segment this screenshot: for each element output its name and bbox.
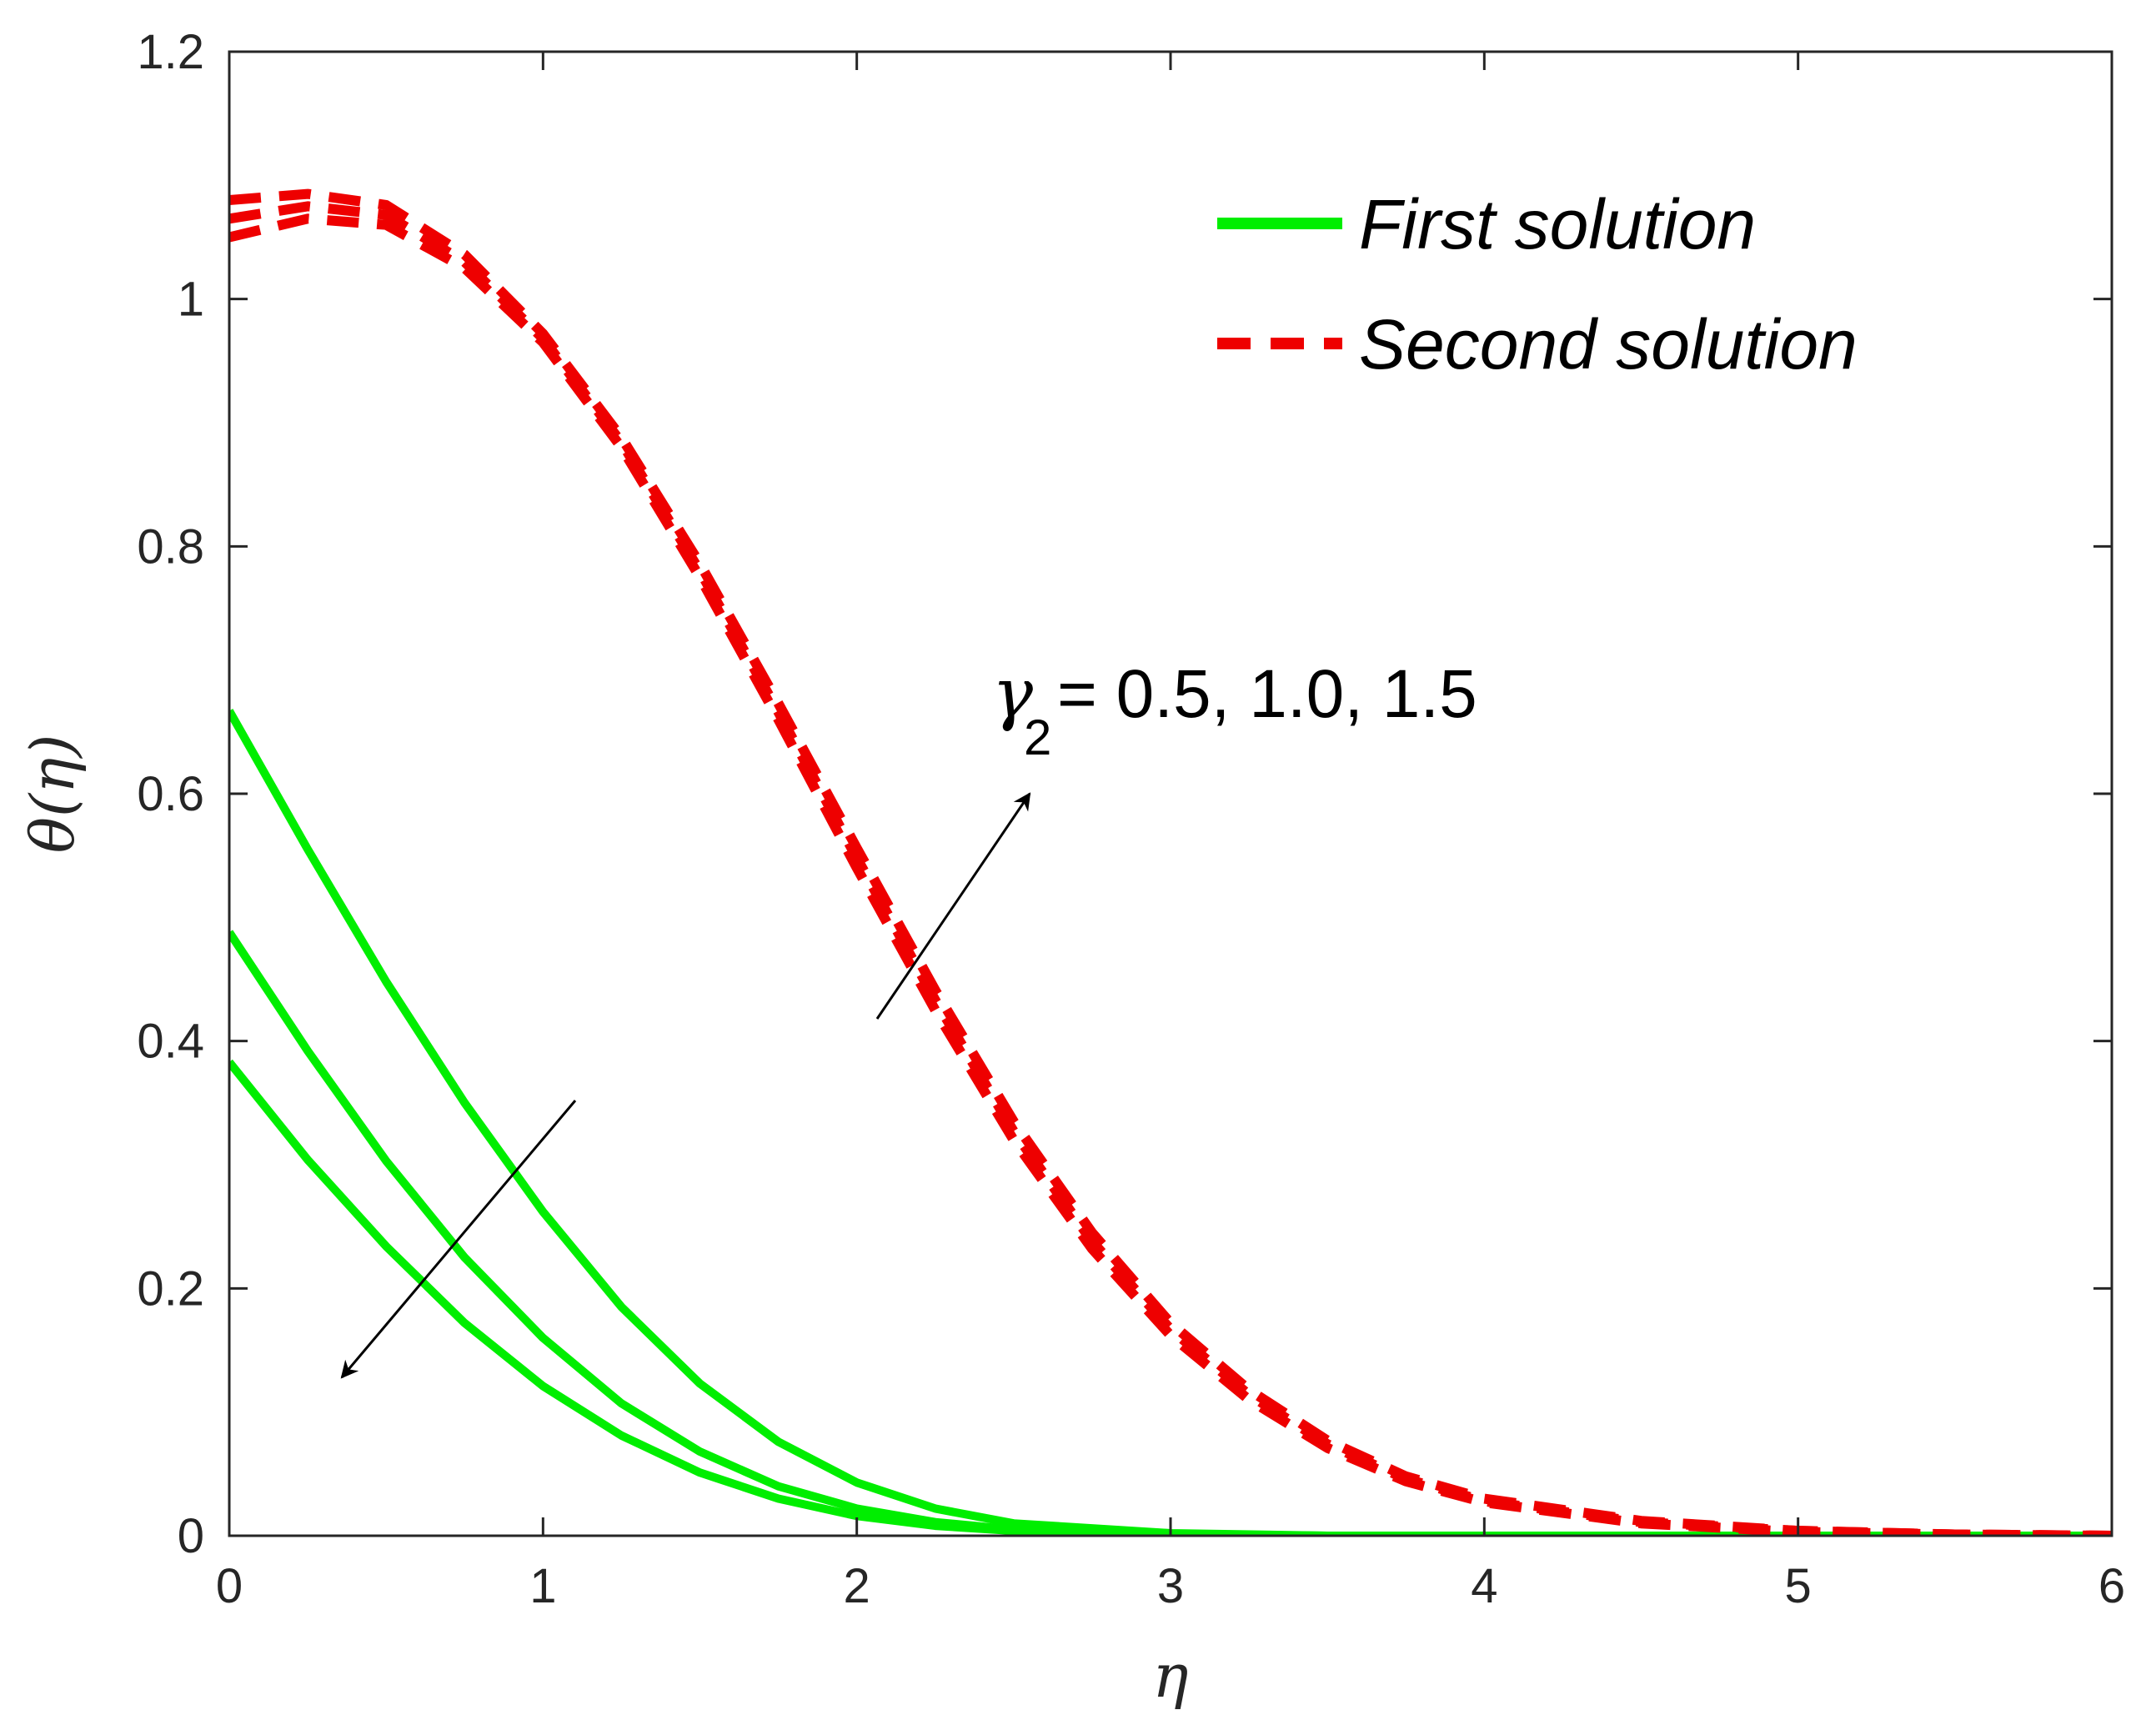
- second-solution-line-3: [229, 188, 2112, 1536]
- x-tick-label-4: 4: [1471, 1559, 1497, 1613]
- ticks-layer: 0 1 2 3 4 5 6 0 0.2 0.4 0.6 0.8 1 1.2: [137, 25, 2125, 1613]
- annotation-values: = 0.5, 1.0, 1.5: [1057, 656, 1477, 732]
- first-solution-line-1: [229, 709, 2112, 1536]
- annotation-subscript: 2: [1024, 710, 1051, 765]
- y-tick-label-2: 0.4: [137, 1015, 204, 1069]
- first-solution-line-3: [229, 1059, 2112, 1536]
- second-solution-line-1: [229, 213, 2112, 1536]
- x-tick-label-3: 3: [1157, 1559, 1184, 1613]
- y-tick-label-4: 0.8: [137, 519, 204, 574]
- y-tick-label-1: 0.2: [137, 1261, 204, 1316]
- y-axis-label: θ(η): [18, 735, 88, 854]
- annotation-symbol: γ: [992, 654, 1034, 734]
- plot-frame: [228, 50, 2113, 1537]
- y-tick-label-3: 0.6: [137, 767, 204, 821]
- y-tick-label-0: 0: [178, 1509, 204, 1563]
- arrow-first-solution: [340, 1100, 577, 1379]
- first-solution-line-2: [229, 930, 2112, 1536]
- x-tick-label-1: 1: [529, 1559, 556, 1613]
- x-tick-label-0: 0: [216, 1559, 243, 1613]
- x-tick-label-5: 5: [1785, 1559, 1812, 1613]
- series-layer: [229, 188, 2112, 1536]
- x-axis-label: η: [1152, 1641, 1188, 1711]
- x-tick-label-2: 2: [844, 1559, 870, 1613]
- y-tick-label-5: 1: [178, 273, 204, 327]
- legend-label-first: First solution: [1359, 185, 1756, 263]
- x-tick-label-6: 6: [2098, 1559, 2125, 1613]
- second-solution-line-2: [229, 201, 2112, 1536]
- legend-label-second: Second solution: [1359, 305, 1858, 384]
- legend: First solution Second solution: [1217, 185, 1858, 384]
- y-tick-label-6: 1.2: [137, 25, 204, 79]
- gamma-annotation: γ 2 = 0.5, 1.0, 1.5: [992, 654, 1477, 765]
- arrow-second-solution: [875, 792, 1031, 1020]
